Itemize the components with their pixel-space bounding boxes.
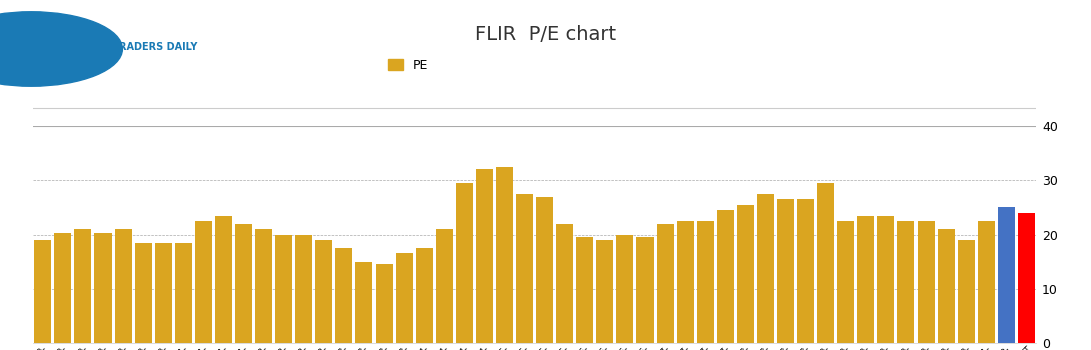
Bar — [396, 253, 412, 343]
Bar — [877, 216, 895, 343]
Bar — [937, 229, 955, 343]
Bar — [978, 221, 995, 343]
Bar — [356, 261, 372, 343]
Bar — [496, 167, 513, 343]
Circle shape — [0, 12, 122, 86]
Bar — [536, 196, 553, 343]
Bar — [34, 240, 51, 343]
Bar — [476, 169, 493, 343]
Bar — [74, 229, 92, 343]
Bar — [275, 234, 292, 343]
Bar — [998, 207, 1015, 343]
Bar — [717, 210, 734, 343]
Bar — [315, 240, 333, 343]
Legend: PE: PE — [388, 59, 429, 72]
Bar — [335, 248, 352, 343]
Bar — [858, 216, 874, 343]
Bar — [576, 237, 594, 343]
Bar — [134, 243, 152, 343]
Bar — [676, 221, 694, 343]
Bar — [556, 224, 573, 343]
Bar — [958, 240, 974, 343]
Bar — [636, 237, 654, 343]
Bar — [215, 216, 232, 343]
Text: STOCK TRADERS DAILY: STOCK TRADERS DAILY — [72, 42, 197, 52]
Bar — [95, 233, 111, 343]
Bar — [175, 243, 192, 343]
Bar — [777, 199, 794, 343]
Bar — [456, 183, 472, 343]
Bar — [898, 221, 914, 343]
Bar — [798, 199, 814, 343]
Bar — [195, 221, 212, 343]
Bar — [115, 229, 132, 343]
Bar — [235, 224, 252, 343]
Bar — [697, 221, 714, 343]
Bar — [918, 221, 935, 343]
Bar — [516, 194, 533, 343]
Bar — [597, 240, 613, 343]
Bar — [657, 224, 673, 343]
Bar — [255, 229, 272, 343]
Bar — [837, 221, 854, 343]
Bar — [296, 234, 312, 343]
Bar — [155, 243, 171, 343]
Bar — [817, 183, 835, 343]
Bar — [1018, 213, 1035, 343]
Bar — [416, 248, 433, 343]
Bar — [435, 229, 453, 343]
Bar — [736, 205, 754, 343]
Bar — [616, 234, 634, 343]
Bar — [757, 194, 774, 343]
Bar — [375, 264, 393, 343]
Text: FLIR  P/E chart: FLIR P/E chart — [475, 25, 616, 43]
Bar — [55, 233, 71, 343]
